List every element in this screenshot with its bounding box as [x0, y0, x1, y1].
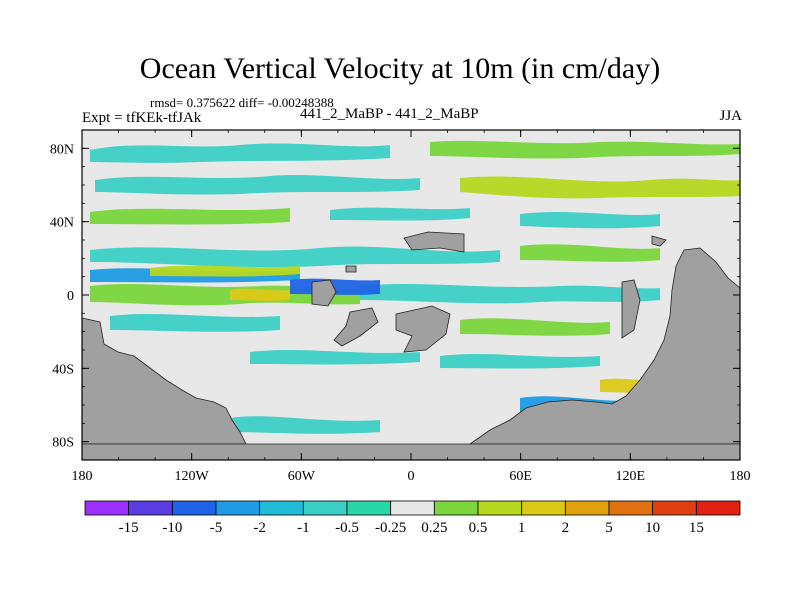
- island-east-b: [651, 235, 667, 247]
- cases-label: 441_2_MaBP - 441_2_MaBP: [300, 106, 479, 122]
- field-streaks: [90, 140, 740, 434]
- y-tick-label: 80S: [52, 436, 74, 451]
- colorbar-box: [652, 500, 697, 516]
- island-east-a: [621, 279, 641, 339]
- colorbar-box: [695, 500, 741, 516]
- colorbar-label: -0.25: [375, 520, 406, 536]
- colorbar-box: [608, 500, 654, 516]
- season-label: JJA: [719, 108, 742, 124]
- field-streak: [110, 314, 280, 332]
- y-tick-label: 40S: [52, 362, 74, 377]
- x-tick-label: 120W: [175, 469, 210, 484]
- y-tick-label: 40N: [50, 216, 74, 231]
- colorbar-box: [171, 500, 217, 516]
- y-tick-label: 80N: [50, 142, 74, 157]
- colorbar-label: -2: [253, 520, 266, 536]
- land-south-rim: [82, 443, 740, 460]
- colorbar-box: [521, 500, 566, 516]
- colorbar-label: -15: [119, 520, 139, 536]
- field-streak: [230, 288, 290, 301]
- field-streak: [430, 140, 740, 159]
- field-streak: [440, 354, 600, 369]
- field-streak: [520, 244, 660, 262]
- colorbar-box: [477, 500, 523, 516]
- colorbar-box: [215, 500, 261, 516]
- colorbar-box: [302, 500, 348, 516]
- colorbar-box: [128, 500, 173, 516]
- field-streak: [90, 143, 390, 163]
- y-axis: 80N 40N 0 40S 80S: [50, 129, 740, 461]
- x-tick-label: 60W: [288, 469, 316, 484]
- field-streak: [230, 416, 380, 434]
- colorbar-box: [390, 500, 435, 516]
- land-west-south: [82, 317, 247, 445]
- colorbar-label: 0.5: [469, 520, 488, 536]
- velocity-field: [82, 140, 740, 460]
- y-tick-label: 0: [67, 289, 74, 304]
- land-masses: [82, 231, 740, 460]
- colorbar-label: 10: [645, 520, 660, 536]
- colorbar-box: [346, 500, 392, 516]
- field-streak: [250, 350, 420, 365]
- x-tick-label: 120E: [616, 469, 646, 484]
- chart-title: Ocean Vertical Velocity at 10m (in cm/da…: [139, 52, 661, 85]
- island-central-b: [395, 305, 451, 353]
- colorbar-label: -10: [162, 520, 182, 536]
- colorbar-box: [259, 500, 304, 516]
- colorbar-box: [84, 500, 130, 516]
- field-streak: [460, 176, 740, 199]
- island-central-a: [333, 307, 379, 347]
- field-streak: [95, 175, 420, 195]
- land-south-east: [468, 247, 740, 445]
- x-tick-label: 180: [730, 469, 751, 484]
- field-streak: [330, 207, 470, 221]
- x-axis: 180 120W 60W 0 60E 120E 180: [72, 130, 751, 484]
- colorbar-label: 5: [605, 520, 613, 536]
- colorbar-box: [564, 500, 610, 516]
- x-tick-label: 60E: [509, 469, 532, 484]
- colorbar-label: -5: [210, 520, 223, 536]
- colorbar-label: 1: [518, 520, 526, 536]
- colorbar-label: -0.5: [335, 520, 359, 536]
- field-streak: [90, 246, 500, 268]
- colorbar-box: [433, 500, 479, 516]
- colorbar: -15 -10 -5 -2 -1 -0.5 -0.25 0.25 0.5 1 2 5 10 15: [84, 500, 741, 536]
- colorbar-label: 0.25: [421, 520, 447, 536]
- colorbar-label: 2: [562, 520, 570, 536]
- field-streak: [460, 318, 610, 336]
- field-streak: [360, 284, 660, 304]
- island-north-central: [403, 231, 465, 253]
- colorbar-label: 15: [689, 520, 704, 536]
- island-west-small: [345, 265, 357, 273]
- x-tick-label: 0: [408, 469, 415, 484]
- island-central-west: [311, 279, 337, 307]
- field-streak: [520, 212, 660, 229]
- experiment-label: Expt = tfKEk-tfJAk: [82, 110, 202, 126]
- field-streak: [150, 265, 300, 277]
- stats-label: rmsd= 0.375622 diff= -0.00248388: [150, 95, 334, 110]
- x-tick-label: 180: [72, 469, 93, 484]
- colorbar-label: -1: [297, 520, 310, 536]
- field-streak: [90, 208, 290, 225]
